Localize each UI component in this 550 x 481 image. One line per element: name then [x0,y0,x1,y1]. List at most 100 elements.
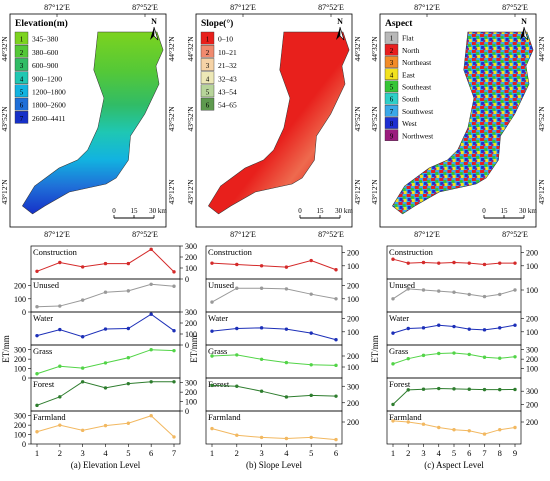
y-tick-label: 200 [185,388,197,397]
data-point [235,326,239,331]
legend-swatch [200,58,215,71]
data-point [334,394,338,398]
legend-label: 10–21 [218,48,237,57]
data-point [103,261,108,266]
y-tick-label: 300 [185,379,197,388]
data-point [452,387,456,391]
lon-tick-label: 87°52′E [318,230,344,239]
lat-tick-label: 43°12′N [186,179,195,205]
data-point [80,335,85,339]
y-tick-label: 200 [526,418,538,427]
legend-number: 2 [20,49,24,57]
data-point [172,329,176,333]
series-label: Farmland [208,412,241,422]
data-point [391,362,395,366]
y-tick-label: 200 [14,355,26,364]
series-label: Farmland [33,412,66,422]
north-arrow-icon: N [520,17,529,41]
data-point [513,288,517,292]
y-tick-label: 200 [526,355,538,364]
data-point [35,372,39,376]
y-tick-label: 300 [185,242,197,251]
data-point [513,323,517,327]
x-tick-label: 2 [58,448,62,458]
data-point [513,355,517,359]
series-label: Grass [208,346,227,356]
data-point [284,395,289,399]
series-label: Grass [33,346,52,356]
series-line [36,381,174,406]
lat-tick-label: 43°12′N [353,179,362,205]
lat-tick-label: 44°32′N [186,36,195,62]
data-point [210,354,214,358]
x-tick-label: 4 [437,448,442,458]
x-tick-label: 6 [149,448,153,458]
data-point [235,433,239,437]
legend-label: Southwest [402,107,434,116]
y-tick-label: 200 [185,319,197,328]
x-tick-label: 1 [391,448,395,458]
y-tick-label: 300 [526,387,538,396]
scale-label: 30 km [335,207,353,215]
legend-swatch [200,45,215,58]
data-point [334,338,338,342]
chart-panel: 100200Construction100Unused100200Water10… [370,245,538,470]
x-tick-label: 4 [103,448,108,458]
svg-text:N: N [337,17,343,26]
data-point [513,387,517,392]
subplot-water: 100 200 Water [386,311,538,346]
data-point [437,386,441,391]
data-point [334,297,338,301]
data-point [210,300,214,304]
data-point [482,328,487,332]
data-point [58,260,62,265]
lon-tick-label: 87°12′E [44,230,70,239]
y-tick-label: 200 [185,253,197,262]
data-point [80,366,85,370]
scale-label: 0 [482,207,486,215]
legend-swatch [200,71,215,84]
scale-label: 30 km [149,207,167,215]
lon-tick-label: 87°52′E [502,3,528,12]
scale-label: 0 [298,207,302,215]
series-label: Construction [208,247,253,257]
y-tick-label: 200 [347,315,359,324]
svg-text:N: N [151,17,157,26]
data-point [467,292,471,297]
data-point [437,351,441,356]
subplot-construction: 100 200 Construction [205,245,359,280]
lat-tick-label: 43°52′N [353,106,362,132]
data-point [421,387,426,391]
data-point [235,286,239,290]
legend-number: 5 [390,84,394,92]
data-point [498,326,502,330]
y-tick-label: 0 [185,275,189,284]
series-label: Forest [33,379,55,389]
data-point [126,261,131,266]
y-tick-label: 100 [526,365,538,374]
subplot-grass: 100 200 Grass [205,344,359,379]
x-tick-label: 1 [210,448,214,458]
data-point [259,389,264,393]
data-point [406,326,410,331]
legend-title: Aspect [385,19,413,29]
data-point [80,380,85,384]
legend-label: 43–54 [218,88,237,97]
data-point [452,260,456,265]
data-point [334,363,338,368]
legend-swatch [14,97,29,111]
data-point [498,428,502,432]
y-tick-label: 300 [526,346,538,355]
legend-label: Northeast [402,58,432,67]
legend-title: Elevation(m) [15,18,68,29]
y-tick-label: 100 [14,365,26,374]
legend-number: 6 [390,96,394,104]
scale-label: 15 [501,207,509,215]
data-point [58,395,62,399]
data-point [421,422,426,426]
lon-tick-label: 87°52′E [502,230,528,239]
x-tick-label: 7 [482,448,486,458]
data-point [284,436,289,441]
scale-bar: 0 15 30 km [482,207,537,219]
